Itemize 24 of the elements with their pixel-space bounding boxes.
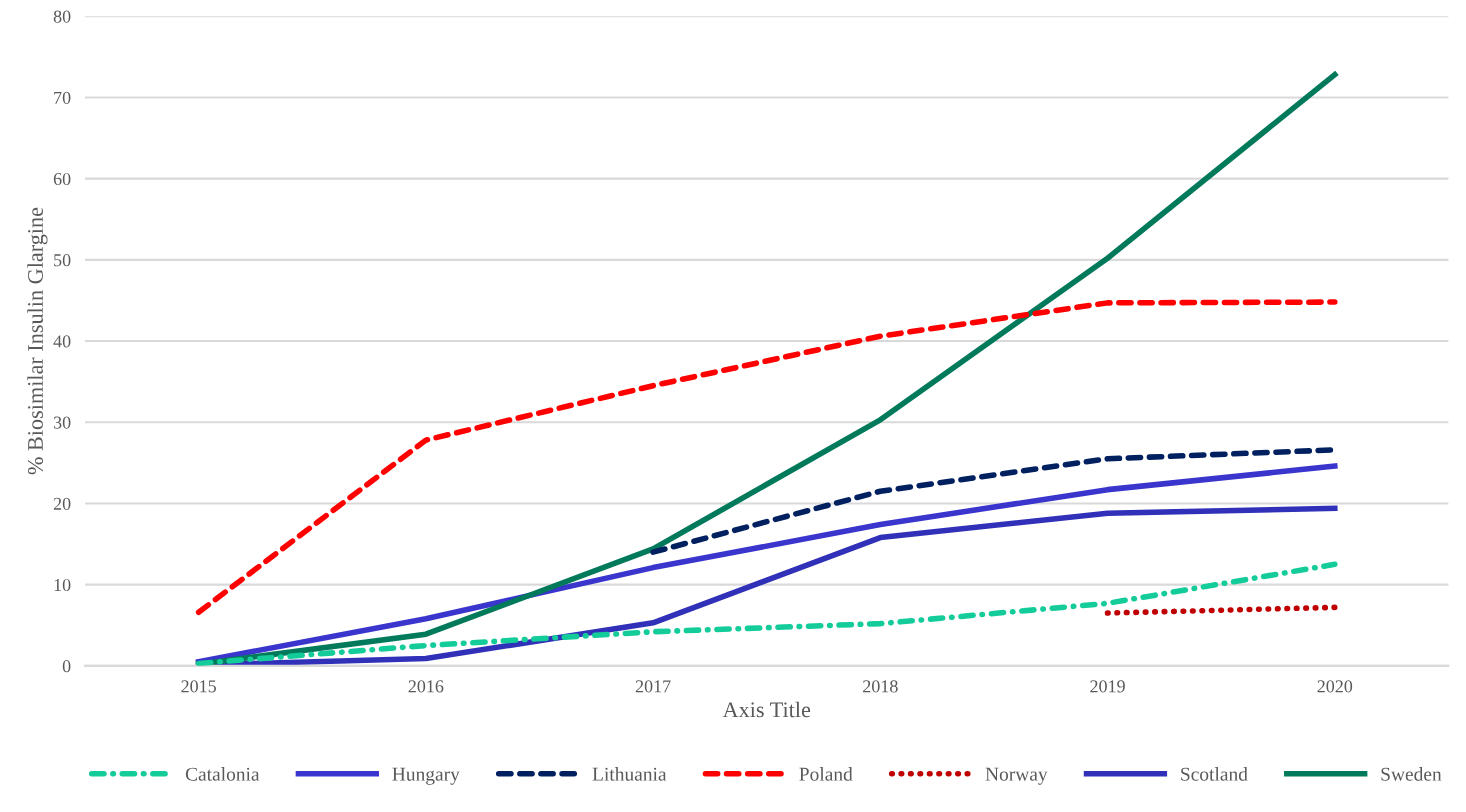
y-tick-label: 60: [53, 172, 71, 186]
y-tick-label: 80: [53, 10, 71, 23]
legend-label: Lithuania: [592, 767, 667, 781]
y-tick-label: 70: [54, 91, 71, 104]
x-tick-label: 2016: [408, 680, 444, 693]
x-tick-label: 2019: [1090, 680, 1125, 693]
y-tick-label: 50: [54, 254, 71, 267]
legend-label: Poland: [799, 767, 853, 781]
y-tick-label: 30: [53, 416, 71, 429]
legend-label: Norway: [985, 767, 1048, 785]
y-tick-label: 40: [53, 335, 71, 348]
legend-label: Catalonia: [185, 767, 260, 781]
legend-label: Sweden: [1381, 767, 1442, 781]
x-axis-title: Axis Title: [722, 701, 811, 718]
x-tick-label: 2017: [635, 680, 671, 693]
y-axis-title: % Biosimilar Insulin Glargine: [27, 207, 48, 475]
legend-label: Scotland: [1181, 767, 1248, 781]
legend-label: Hungary: [392, 767, 460, 785]
y-tick-label: 20: [53, 497, 71, 510]
y-tick-label: 0: [62, 660, 71, 673]
x-tick-label: 2020: [1317, 680, 1353, 693]
x-tick-label: 2015: [181, 680, 216, 693]
y-tick-label: 10: [54, 578, 71, 592]
x-tick-label: 2018: [863, 680, 898, 693]
